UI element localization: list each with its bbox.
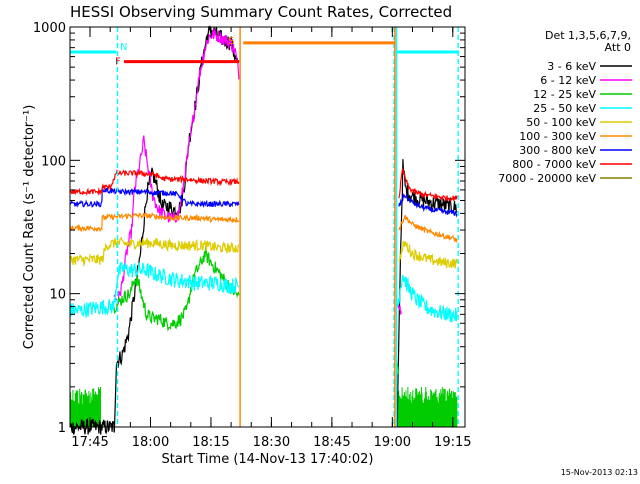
x-tick-label: 18:45 [313,435,350,450]
y-tick-label: 1000 [33,21,66,36]
x-tick-label: 18:30 [253,435,290,450]
series-line-6-12-kev [113,29,402,315]
flag-label-s: S [228,36,234,47]
footer-date: 15-Nov-2013 02:13 [561,468,638,477]
legend-label: 12 - 25 keV [533,88,596,101]
green-noise-block-1 [396,387,458,427]
legend-label: 300 - 800 keV [519,144,596,157]
legend-label: 7000 - 20000 keV [498,172,596,185]
plot-frame [69,26,466,428]
flag-label-n: N [120,42,127,53]
series-line-25-50-kev [69,262,458,323]
series-line-100-300-kev [69,211,458,243]
x-axis-label: Start Time (14-Nov-13 17:40:02) [162,452,374,467]
y-axis-label: Corrected Count Rate (s⁻¹ detector⁻¹) [22,105,37,350]
legend-label: 6 - 12 keV [540,74,596,87]
legend-label: 3 - 6 keV [547,60,596,73]
series-line-50-100-kev [69,236,458,269]
legend-label: 25 - 50 keV [533,102,596,115]
y-tick-label: 100 [41,154,66,169]
y-tick-label: 1 [58,421,66,436]
series-line-300-800-kev [69,187,458,218]
legend-header-line-1: Det 1,3,5,6,7,9, [545,29,631,42]
x-tick-label: 19:00 [374,435,411,450]
series-line-12-25-kev [113,246,400,375]
legend-label: 50 - 100 keV [526,116,596,129]
y-tick-label: 10 [49,288,66,303]
legend-label: 800 - 7000 keV [512,158,596,171]
series-line-800-7000-kev [69,167,458,202]
green-noise-block-0 [69,387,101,427]
x-tick-label: 19:15 [434,435,471,450]
x-tick-label: 18:15 [192,435,229,450]
chart-title: HESSI Observing Summary Count Rates, Cor… [70,3,452,21]
legend-label: 100 - 300 keV [519,130,596,143]
x-tick-label: 18:00 [132,435,169,450]
flag-label-f: F [115,57,121,68]
x-tick-label: 17:45 [71,435,108,450]
legend-header-line-2: Att 0 [605,41,631,54]
